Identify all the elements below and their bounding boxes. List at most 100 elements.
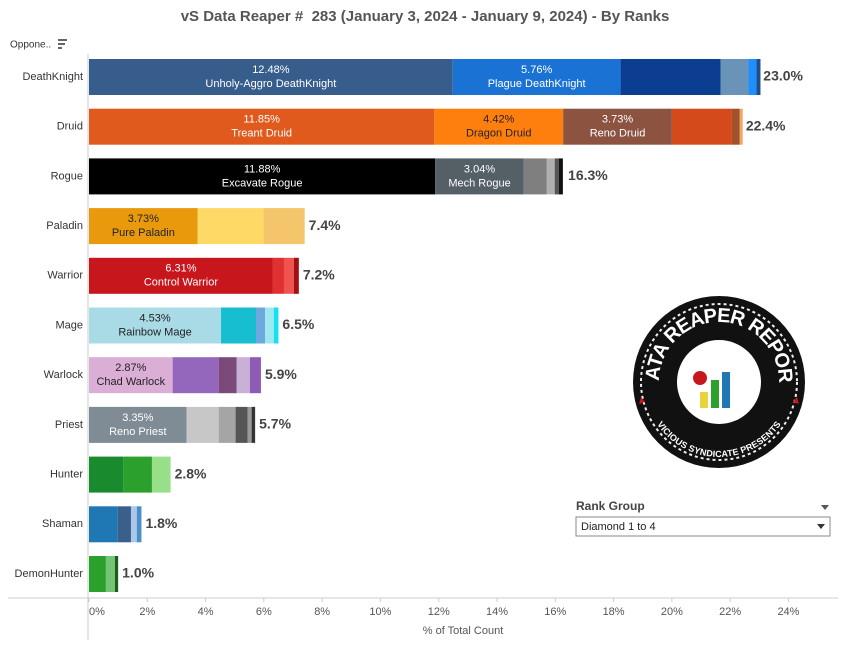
category-label: Warlock xyxy=(44,369,84,381)
filter-label: Rank Group xyxy=(576,499,645,513)
logo-bar xyxy=(722,372,730,408)
bar-segment xyxy=(671,108,732,145)
bar-segment xyxy=(263,208,305,245)
logo-bar xyxy=(700,392,708,408)
bar-segment xyxy=(130,506,137,543)
category-label: Priest xyxy=(55,419,83,431)
bar-segment xyxy=(739,108,743,145)
category-label: Paladin xyxy=(46,220,83,232)
dropdown-value[interactable]: Diamond 1 to 4 xyxy=(581,521,656,533)
x-tick-label: 8% xyxy=(314,606,330,618)
total-label: 1.0% xyxy=(122,565,154,581)
bar-segment xyxy=(89,158,436,195)
segment-value-label: 3.73% xyxy=(128,213,159,225)
segment-name: Excavate Rogue xyxy=(222,177,303,189)
bar-segment xyxy=(731,108,740,145)
bar-segment xyxy=(273,307,279,344)
logo-ring xyxy=(640,303,798,461)
category-label: Shaman xyxy=(42,518,83,530)
total-label: 23.0% xyxy=(763,68,803,84)
bar-segment xyxy=(89,556,106,592)
bar-segment xyxy=(748,59,757,95)
segment-name: Unholy-Aggro DeathKnight xyxy=(205,78,336,90)
x-tick-label: 4% xyxy=(198,606,214,618)
bar-segment xyxy=(117,506,131,543)
x-tick-label: 20% xyxy=(661,606,683,618)
x-tick-label: 12% xyxy=(428,606,450,618)
segment-name: Rainbow Mage xyxy=(118,326,191,338)
bar-segment xyxy=(435,158,524,195)
bar-segment xyxy=(235,406,248,443)
segment-value-label: 5.76% xyxy=(521,64,552,76)
bar-segment xyxy=(172,357,219,394)
sort-label[interactable]: Oppone.. xyxy=(10,40,51,51)
bar-segment xyxy=(123,456,152,493)
logo-bar xyxy=(711,380,719,408)
segment-name: Treant Druid xyxy=(231,128,292,140)
bar-segment xyxy=(452,59,621,95)
segment-value-label: 2.87% xyxy=(115,362,146,374)
bar-segment xyxy=(272,257,284,294)
x-tick-label: 2% xyxy=(139,606,155,618)
segment-name: Control Warrior xyxy=(144,277,218,289)
total-label: 7.4% xyxy=(309,217,341,233)
x-tick-label: 14% xyxy=(486,606,508,618)
bar-segment xyxy=(186,406,219,443)
bar-segment xyxy=(283,257,294,294)
bar-segment xyxy=(554,158,559,195)
bar-segment xyxy=(89,257,273,294)
rank-dropdown[interactable]: Diamond 1 to 4 xyxy=(575,516,831,537)
total-label: 6.5% xyxy=(282,316,314,332)
total-label: 5.7% xyxy=(259,416,291,432)
segment-name: Plague DeathKnight xyxy=(488,78,586,90)
bar-segment xyxy=(293,257,299,294)
bar-segment xyxy=(89,357,173,394)
segment-name: Chad Warlock xyxy=(96,376,165,388)
category-label: Hunter xyxy=(50,469,83,481)
total-label: 2.8% xyxy=(175,465,207,481)
bar-segment xyxy=(89,59,453,95)
bar-segment xyxy=(89,506,118,543)
category-label: DemonHunter xyxy=(15,568,84,580)
bar-segment xyxy=(218,357,237,394)
filter-menu[interactable] xyxy=(821,505,829,510)
segment-value-label: 3.73% xyxy=(602,114,633,126)
category-label: Mage xyxy=(55,319,83,331)
bar-segment xyxy=(247,406,252,443)
dropdown-arrow[interactable] xyxy=(817,524,825,529)
bar-segment xyxy=(756,59,761,95)
bar-segment xyxy=(221,307,256,344)
segment-name: Pure Paladin xyxy=(112,227,175,239)
total-label: 1.8% xyxy=(145,515,177,531)
category-label: DeathKnight xyxy=(22,71,83,83)
bar-segment xyxy=(89,108,435,145)
x-tick-label: 18% xyxy=(603,606,625,618)
bar-segment xyxy=(265,307,274,344)
chart-title: vS Data Reaper # 283 (January 3, 2024 - … xyxy=(181,8,670,25)
bar-segment xyxy=(236,357,250,394)
x-tick-label: 22% xyxy=(719,606,741,618)
segment-value-label: 3.35% xyxy=(122,412,153,424)
bar-segment xyxy=(720,59,749,95)
category-label: Rogue xyxy=(51,170,83,182)
bar-segment xyxy=(218,406,236,443)
segment-value-label: 11.88% xyxy=(244,163,281,175)
segment-name: Reno Priest xyxy=(109,426,166,438)
segment-value-label: 6.31% xyxy=(165,263,196,275)
total-label: 22.4% xyxy=(746,117,786,133)
segment-name: Mech Rogue xyxy=(448,177,510,189)
dropdown-box[interactable] xyxy=(575,516,831,537)
sort-icon[interactable] xyxy=(58,39,67,49)
bar-segment xyxy=(151,456,171,493)
segment-value-label: 12.48% xyxy=(252,64,290,76)
bar-segment xyxy=(434,108,564,145)
total-label: 5.9% xyxy=(265,366,297,382)
bar-segment xyxy=(558,158,563,195)
segment-name: Dragon Druid xyxy=(466,128,531,140)
category-label: Druid xyxy=(57,121,83,133)
bar-segment xyxy=(105,556,115,592)
logo-dot xyxy=(693,371,707,385)
bar-segment xyxy=(114,556,119,592)
category-label: Warrior xyxy=(47,270,83,282)
